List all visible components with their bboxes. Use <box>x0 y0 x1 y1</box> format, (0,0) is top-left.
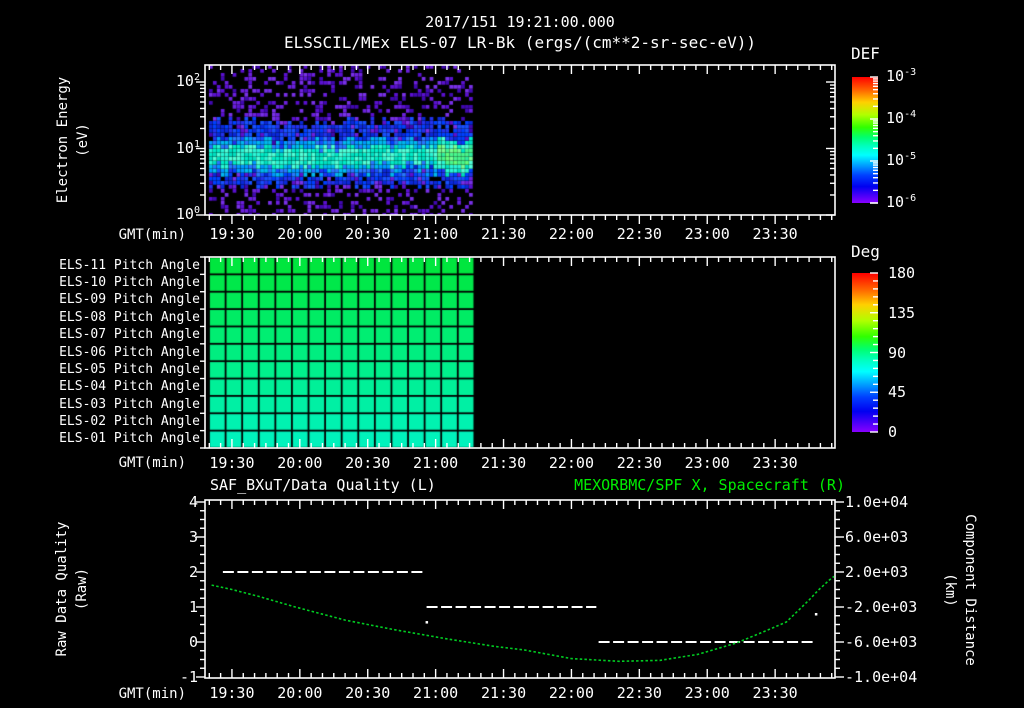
left-series-title: SAF_BXuT/Data Quality (L) <box>210 476 436 494</box>
page-title: 2017/151 19:21:00.000 <box>425 13 615 31</box>
panel-borders-and-ticks <box>196 64 844 679</box>
p2-x-axis-label: GMT(min) <box>118 455 186 471</box>
spacecraft-distance-curve <box>211 575 835 663</box>
p3-right-axis-label-line2: (km) <box>942 573 958 607</box>
data-quality-line <box>222 571 818 643</box>
p3-left-axis-label-line1: Raw Data Quality <box>54 521 70 657</box>
p1-y-axis-label-line2: (eV) <box>75 123 91 157</box>
p3-right-axis-label: Component Distance (km) <box>940 480 980 700</box>
colorbar-def-title: DEF <box>851 44 880 63</box>
p3-right-axis-label-line1: Component Distance <box>962 514 978 666</box>
colorbar-def <box>852 77 878 203</box>
p1-y-axis-label-line1: Electron Energy <box>55 76 71 204</box>
instrument-title: ELSSCIL/MEx ELS-07 LR-Bk (ergs/(cm**2-sr… <box>283 33 756 52</box>
p3-left-axis-label: Raw Data Quality (Raw) <box>52 479 92 699</box>
p1-y-axis-label: Electron Energy (eV) <box>53 30 93 250</box>
p1-x-axis-label: GMT(min) <box>118 227 186 243</box>
electron-spectrogram-canvas <box>205 65 835 215</box>
colorbar-ticks <box>870 76 878 433</box>
p3-x-axis-label: GMT(min) <box>118 686 186 702</box>
colorbar-deg-title: Deg <box>851 242 880 261</box>
pitch-angle-canvas <box>205 257 835 448</box>
right-series-title: MEXORBMC/SPF X, Spacecraft (R) <box>574 476 845 494</box>
p3-left-axis-label-line2: (Raw) <box>74 567 90 611</box>
